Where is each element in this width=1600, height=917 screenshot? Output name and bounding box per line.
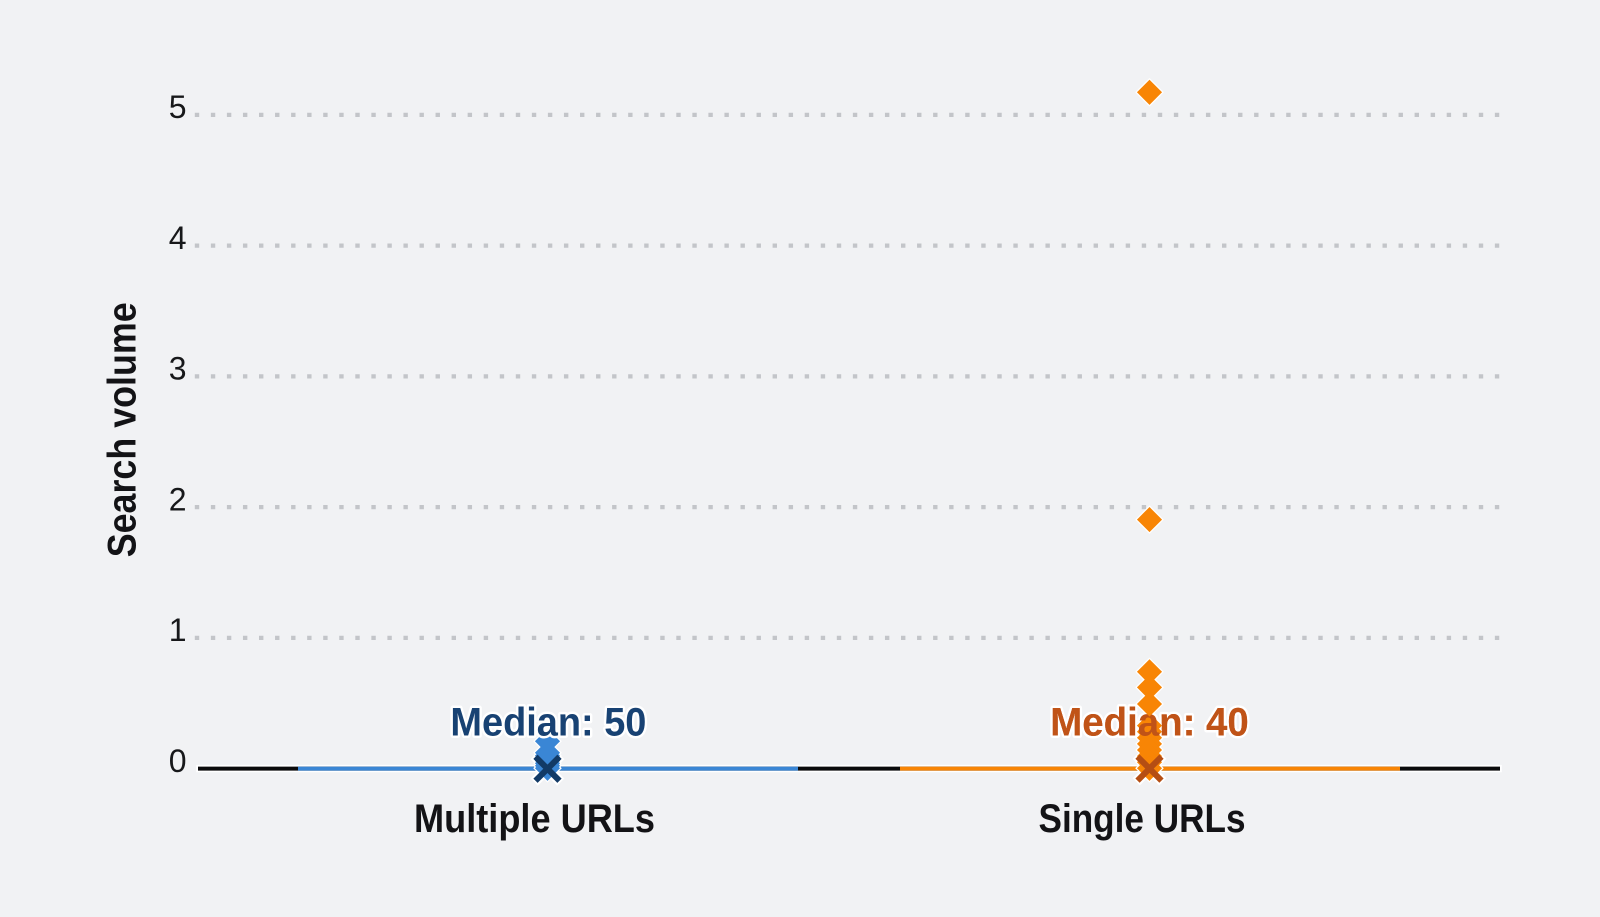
svg-text:4: 4 bbox=[169, 220, 187, 256]
svg-text:0: 0 bbox=[169, 743, 187, 779]
svg-text:5: 5 bbox=[169, 89, 187, 125]
svg-text:2: 2 bbox=[169, 481, 187, 517]
svg-text:Single URLs: Single URLs bbox=[1039, 797, 1246, 841]
svg-text:Search volume: Search volume bbox=[101, 302, 145, 557]
svg-text:1: 1 bbox=[169, 612, 187, 648]
svg-text:Median: 50: Median: 50 bbox=[450, 700, 646, 744]
svg-text:3: 3 bbox=[169, 351, 187, 387]
svg-text:Multiple URLs: Multiple URLs bbox=[414, 797, 655, 841]
